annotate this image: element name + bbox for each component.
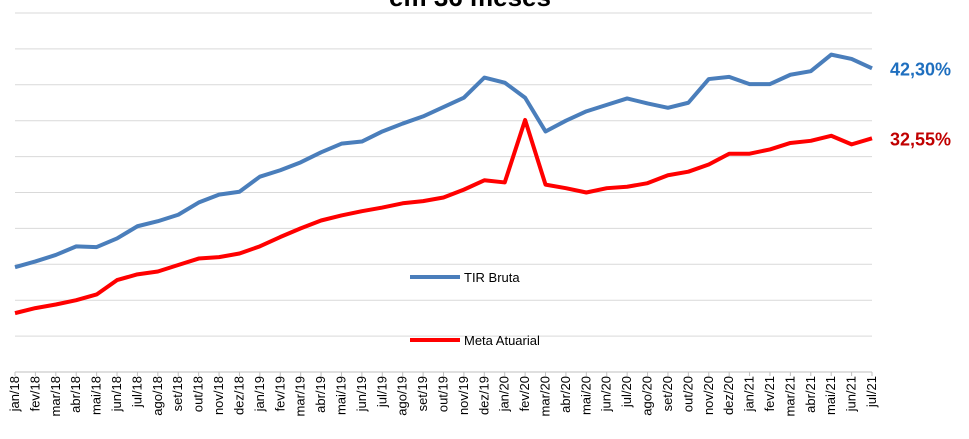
x-tick-label: nov/18	[211, 376, 226, 415]
x-tick-label: jun/20	[599, 376, 614, 412]
x-tick-label: mar/18	[48, 376, 63, 416]
x-tick-label: abr/18	[68, 376, 83, 413]
x-tick-label: mai/18	[89, 376, 104, 415]
series-line	[14, 52, 873, 270]
legend-label: TIR Bruta	[464, 270, 520, 285]
x-tick-label: mai/20	[578, 376, 593, 415]
x-tick-label: ago/20	[640, 376, 655, 416]
series-line	[14, 117, 873, 316]
x-tick-label: abr/21	[803, 376, 818, 413]
x-tick-label: abr/19	[313, 376, 328, 413]
x-tick-label: jan/21	[742, 376, 757, 412]
x-tick-label: jul/20	[619, 376, 634, 408]
end-label: 32,55%	[890, 129, 951, 149]
x-tick-label: set/18	[170, 376, 185, 411]
x-tick-label: dez/18	[231, 376, 246, 415]
x-tick-label: out/19	[436, 376, 451, 412]
legend-label: Meta Atuarial	[464, 333, 540, 348]
x-tick-label: fev/21	[762, 376, 777, 411]
x-tick-label: mai/21	[823, 376, 838, 415]
x-tick-label: jul/18	[129, 376, 144, 408]
x-tick-label: mar/19	[293, 376, 308, 416]
x-tick-label: jun/18	[109, 376, 124, 412]
end-label: 42,30%	[890, 59, 951, 79]
x-tick-label: nov/19	[456, 376, 471, 415]
x-tick-label: mar/21	[782, 376, 797, 416]
x-tick-label: fev/18	[27, 376, 42, 411]
x-tick-label: mai/19	[333, 376, 348, 415]
x-tick-label: abr/20	[558, 376, 573, 413]
x-tick-label: ago/18	[150, 376, 165, 416]
x-tick-label: jun/19	[354, 376, 369, 412]
x-tick-label: set/19	[415, 376, 430, 411]
x-tick-label: jan/19	[252, 376, 267, 412]
x-tick-label: jul/21	[864, 376, 879, 408]
x-tick-label: nov/20	[701, 376, 716, 415]
x-tick-label: fev/19	[272, 376, 287, 411]
x-tick-label: ago/19	[395, 376, 410, 416]
x-tick-label: fev/20	[517, 376, 532, 411]
x-tick-label: out/20	[680, 376, 695, 412]
chart-title: em 36 meses	[389, 0, 551, 12]
x-tick-label: mar/20	[538, 376, 553, 416]
x-tick-label: jan/20	[497, 376, 512, 412]
x-tick-label: jan/18	[7, 376, 22, 412]
x-tick-label: out/18	[191, 376, 206, 412]
x-tick-label: jun/21	[844, 376, 859, 412]
x-tick-label: dez/19	[476, 376, 491, 415]
x-tick-label: set/20	[660, 376, 675, 411]
x-tick-label: jul/19	[374, 376, 389, 408]
x-tick-label: dez/20	[721, 376, 736, 415]
